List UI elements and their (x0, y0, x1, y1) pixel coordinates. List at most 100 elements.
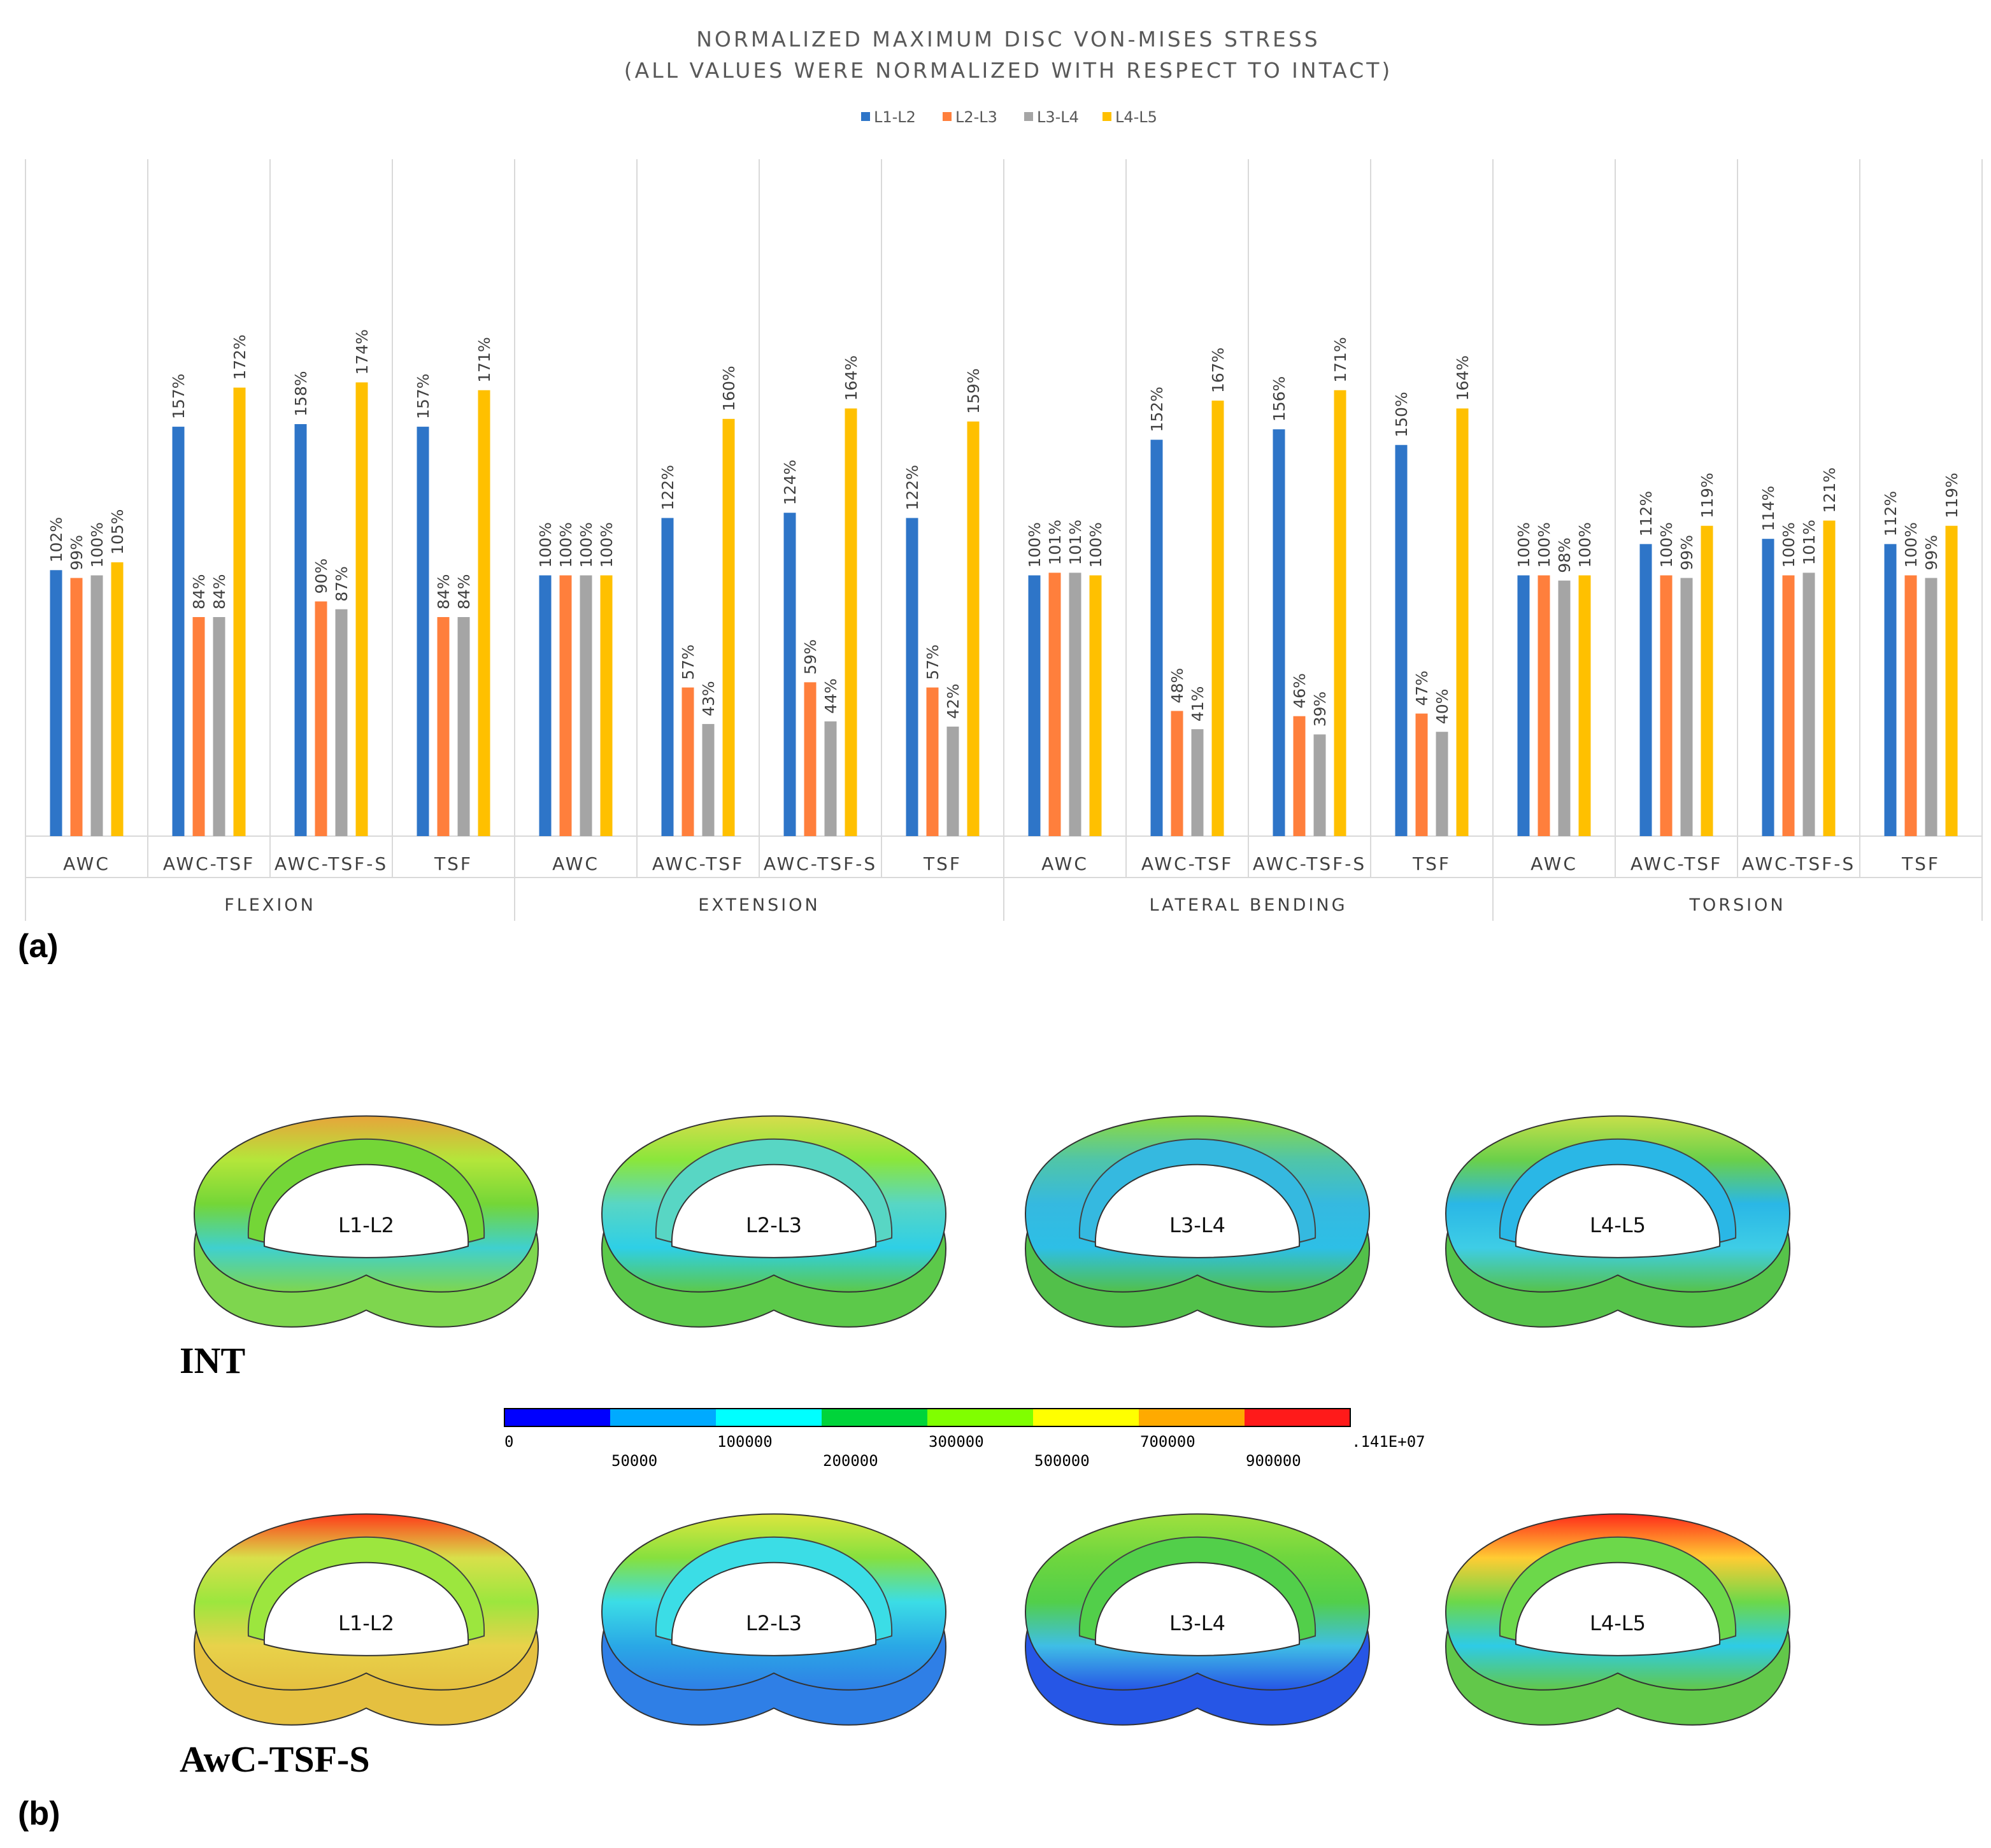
bar-l2-l3 (192, 617, 205, 836)
bar-l3-l4 (1558, 580, 1571, 836)
bar-l1-l2 (1884, 544, 1897, 836)
bar-l4-l5 (1823, 520, 1836, 836)
data-label: 100% (577, 522, 596, 567)
bar-l1-l2 (906, 518, 918, 836)
bar-l3-l4 (1313, 734, 1326, 836)
data-label: 157% (169, 374, 188, 419)
stress-colorbar: 0 50000 100000 200000 300000 500000 700000 9000… (504, 1408, 1425, 1470)
x-tick-label: TSF (923, 853, 962, 874)
bar-l1-l2 (1395, 444, 1408, 836)
bar-l2-l3 (437, 617, 450, 836)
data-label: 100% (1025, 522, 1044, 567)
disc-label: L4-L5 (1590, 1611, 1646, 1635)
bar-l4-l5 (1701, 525, 1713, 836)
disc-label: L4-L5 (1590, 1213, 1646, 1237)
data-label: 100% (536, 522, 555, 567)
data-label: 100% (1087, 522, 1105, 567)
bar-l3-l4 (946, 727, 959, 836)
disc-nucleus-cavity (1515, 1163, 1721, 1258)
bar-l2-l3 (926, 687, 939, 836)
x-tick-label: AWC-TSF-S (1253, 853, 1366, 874)
bar-l3-l4 (1925, 578, 1937, 836)
disc-nucleus-cavity (671, 1163, 877, 1258)
colorbar-segment (1245, 1409, 1350, 1426)
colorbar-segment (1033, 1409, 1139, 1426)
data-label: 59% (801, 639, 820, 675)
data-label: 160% (720, 366, 738, 411)
disc-label: L3-L4 (1169, 1213, 1225, 1237)
data-label: 114% (1759, 486, 1778, 531)
x-tick-label: TSF (1901, 853, 1940, 874)
bar-l4-l5 (967, 421, 980, 836)
legend-label-l3-l4: L3-L4 (1037, 108, 1079, 126)
bar-l2-l3 (1660, 575, 1673, 836)
x-tick-label: AWC (1041, 853, 1088, 874)
data-label: 171% (1331, 337, 1350, 382)
colorbar-tick-label: .141E+07 (1352, 1433, 1425, 1451)
disc-nucleus-cavity (671, 1561, 877, 1656)
bar-l4-l5 (111, 562, 124, 836)
bar-l4-l5 (233, 387, 246, 836)
bar-l3-l4 (824, 721, 837, 836)
bar-l1-l2 (661, 518, 674, 836)
row-label-awc-tsf-s: AwC-TSF-S (180, 1738, 370, 1780)
bar-l4-l5 (845, 408, 857, 836)
legend-label-l1-l2: L1-L2 (874, 108, 916, 126)
data-label: 100% (1515, 522, 1533, 567)
disc-nucleus-cavity (1094, 1561, 1301, 1656)
bar-l4-l5 (355, 382, 368, 836)
data-label: 102% (47, 517, 66, 562)
data-label: 44% (822, 678, 840, 714)
colorbar-frame (504, 1408, 1351, 1427)
disc-contour-l2-l3: L2-L3 (601, 1513, 947, 1726)
colorbar-segment (716, 1409, 822, 1426)
bar-l1-l2 (417, 427, 429, 836)
colorbar-segment (1139, 1409, 1245, 1426)
x-tick-label: AWC-TSF-S (275, 853, 388, 874)
x-tick-label: AWC (552, 853, 599, 874)
data-label: 100% (1535, 522, 1553, 567)
data-label: 100% (1902, 522, 1920, 567)
bar-l1-l2 (50, 570, 62, 836)
bar-l1-l2 (783, 513, 796, 836)
legend-label-l2-l3: L2-L3 (955, 108, 997, 126)
x-group-label: LATERAL BENDING (1149, 895, 1347, 915)
data-label: 157% (414, 374, 432, 419)
data-label: 119% (1943, 473, 1961, 518)
bar-l1-l2 (1762, 539, 1774, 836)
x-group-label: FLEXION (224, 895, 316, 915)
chart-subtitle: (ALL VALUES WERE NORMALIZED WITH RESPECT… (624, 58, 1393, 83)
x-tick-label: AWC (63, 853, 110, 874)
bar-l2-l3 (315, 601, 327, 836)
bar-l2-l3 (1048, 572, 1061, 836)
bar-l1-l2 (539, 575, 552, 836)
data-label: 42% (944, 683, 962, 719)
bar-l1-l2 (1150, 439, 1163, 836)
bar-l1-l2 (172, 427, 185, 836)
data-label: 40% (1433, 689, 1452, 725)
data-label: 172% (231, 334, 249, 380)
bar-l3-l4 (1069, 572, 1081, 836)
legend-swatch-l3-l4 (1024, 112, 1033, 121)
data-label: 164% (842, 355, 860, 401)
disc-contour-l3-l4: L3-L4 (1024, 1115, 1371, 1328)
colorbar-tick-label: 200000 (823, 1452, 878, 1470)
disc-contour-l4-l5: L4-L5 (1445, 1513, 1791, 1726)
row-label-int: INT (180, 1340, 245, 1381)
panel-label-b: (b) (18, 1795, 61, 1832)
colorbar-segment (927, 1409, 1033, 1426)
data-label: 174% (353, 329, 371, 374)
bar-l2-l3 (1171, 711, 1183, 836)
data-label: 124% (781, 460, 799, 505)
data-label: 101% (1800, 520, 1818, 565)
colorbar-segment (822, 1409, 927, 1426)
data-label: 101% (1066, 520, 1085, 565)
chart-grid (25, 159, 1983, 921)
colorbar-tick-label: 500000 (1034, 1452, 1090, 1470)
disc-nucleus-cavity (263, 1163, 469, 1258)
disc-nucleus-cavity (263, 1561, 469, 1656)
data-label: 159% (964, 368, 983, 413)
data-label: 84% (455, 574, 473, 609)
colorbar-tick-label: 100000 (717, 1433, 773, 1451)
